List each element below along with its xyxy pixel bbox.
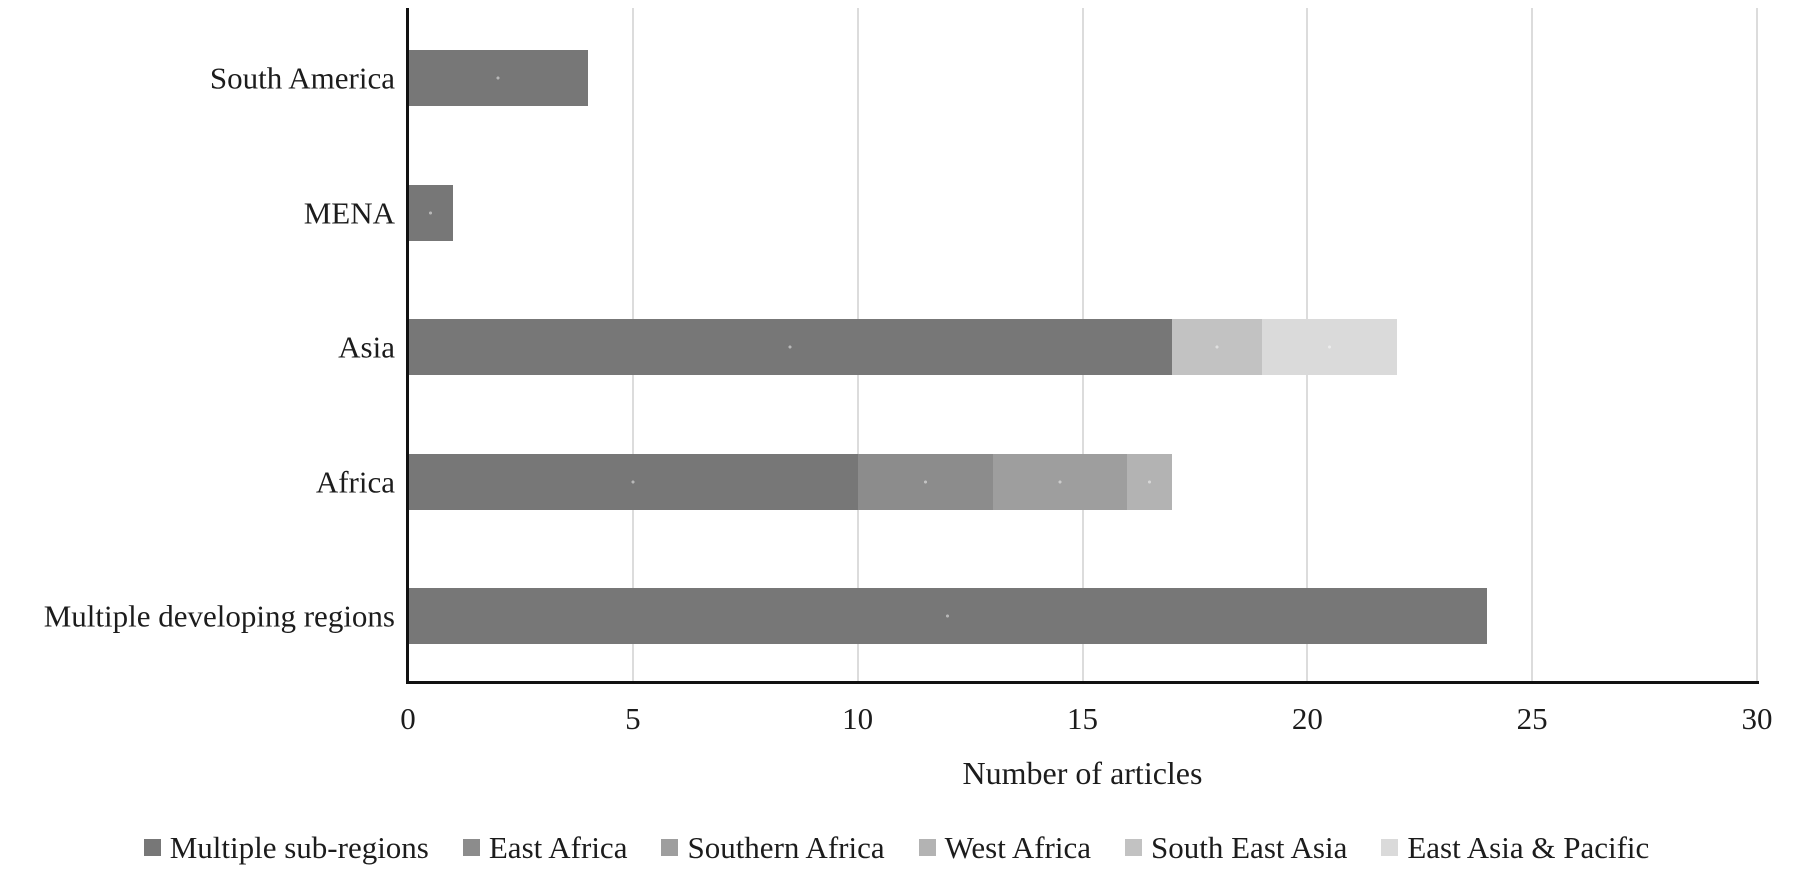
x-tick-label: 5 (625, 701, 641, 736)
category-label: Asia (338, 329, 395, 365)
bar-segment (408, 319, 1173, 375)
x-tick-label: 20 (1291, 701, 1323, 736)
bar-segment (1262, 319, 1398, 375)
x-tick-label: 0 (400, 701, 416, 736)
legend: Multiple sub-regions East Africa Southern … (0, 832, 1793, 863)
legend-label: East Africa (488, 830, 628, 865)
x-axis-title: Number of articles (962, 755, 1203, 791)
bar-segment (992, 454, 1128, 510)
bar-row (408, 185, 453, 241)
plot-area (408, 8, 1758, 681)
bar-segment (408, 185, 453, 241)
legend-item: East Africa (462, 830, 628, 865)
legend-item: Multiple sub-regions (143, 830, 429, 865)
bar-segment (408, 50, 588, 106)
bar-segment (857, 454, 993, 510)
legend-swatch-icon (1381, 839, 1399, 856)
x-axis-line (406, 681, 1759, 684)
legend-swatch-icon (143, 839, 161, 856)
bar-row (408, 454, 1173, 510)
bar-row (408, 319, 1398, 375)
gridline-25 (1531, 8, 1534, 681)
legend-label: West Africa (944, 830, 1092, 865)
x-tick-label: 30 (1741, 701, 1773, 736)
legend-label: South East Asia (1151, 830, 1348, 865)
x-tick-label: 25 (1516, 701, 1548, 736)
bar-row (408, 50, 588, 106)
legend-swatch-icon (661, 839, 679, 856)
legend-swatch-icon (1125, 839, 1143, 856)
category-label: Multiple developing regions (43, 598, 395, 634)
category-label: Africa (315, 464, 395, 500)
gridline-30 (1756, 8, 1758, 681)
legend-swatch-icon (918, 839, 936, 856)
bar-segment (408, 588, 1488, 644)
legend-item: East Asia & Pacific (1381, 832, 1649, 863)
legend-label: Southern Africa (687, 830, 885, 865)
bar-segment (1172, 319, 1263, 375)
bar-segment (1127, 454, 1173, 510)
legend-label: Multiple sub-regions (169, 830, 429, 865)
legend-item: West Africa (918, 830, 1092, 865)
x-tick-label: 10 (842, 701, 874, 736)
bar-row (408, 588, 1488, 644)
legend-swatch-icon (462, 839, 480, 856)
legend-item: Southern Africa (661, 830, 885, 865)
category-label: MENA (303, 195, 395, 231)
legend-label: East Asia & Pacific (1407, 830, 1650, 865)
x-tick-label: 15 (1067, 701, 1098, 736)
category-label: South America (209, 60, 395, 96)
legend-item: South East Asia (1125, 832, 1347, 863)
y-axis-line (406, 8, 409, 684)
bar-segment (408, 454, 858, 510)
